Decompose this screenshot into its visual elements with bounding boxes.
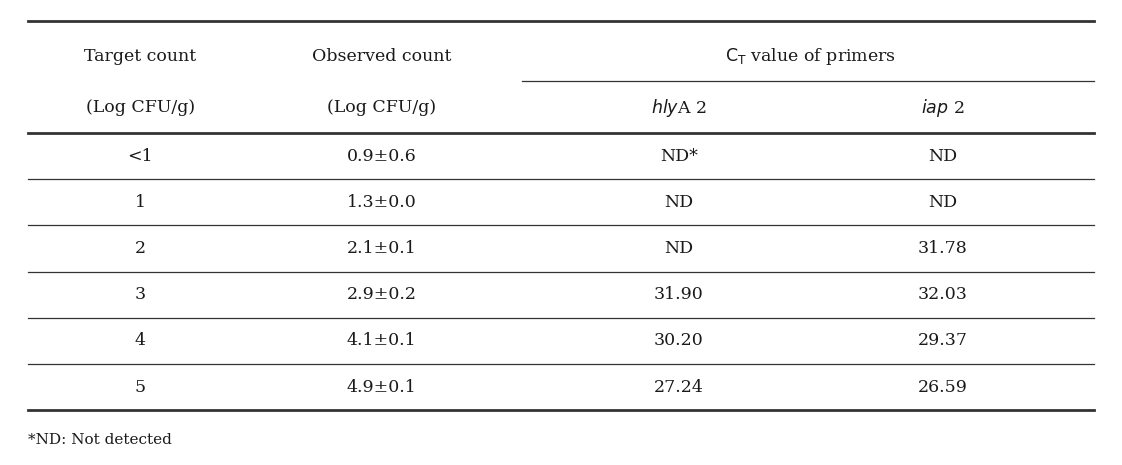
Text: 4.9±0.1: 4.9±0.1 [347,379,416,396]
Text: Target count: Target count [84,48,196,65]
Text: 0.9±0.6: 0.9±0.6 [347,147,416,165]
Text: (Log CFU/g): (Log CFU/g) [327,100,436,116]
Text: (Log CFU/g): (Log CFU/g) [85,100,195,116]
Text: 2.9±0.2: 2.9±0.2 [347,286,416,303]
Text: $\mathrm{C}_{\mathrm{T}}$ value of primers: $\mathrm{C}_{\mathrm{T}}$ value of prime… [725,46,896,67]
Text: 26.59: 26.59 [918,379,967,396]
Text: ND: ND [664,240,693,257]
Text: <1: <1 [128,147,153,165]
Text: ND: ND [928,194,957,211]
Text: 31.78: 31.78 [918,240,967,257]
Text: $\mathit{hly}$A 2: $\mathit{hly}$A 2 [651,97,707,119]
Text: 1: 1 [135,194,146,211]
Text: 32.03: 32.03 [918,286,967,303]
Text: 3: 3 [135,286,146,303]
Text: *ND: Not detected: *ND: Not detected [28,433,172,447]
Text: 2.1±0.1: 2.1±0.1 [347,240,416,257]
Text: ND: ND [664,194,693,211]
Text: 31.90: 31.90 [654,286,703,303]
Text: 5: 5 [135,379,146,396]
Text: Observed count: Observed count [312,48,451,65]
Text: 4: 4 [135,332,146,349]
Text: 30.20: 30.20 [654,332,703,349]
Text: 4.1±0.1: 4.1±0.1 [347,332,416,349]
Text: ND*: ND* [660,147,698,165]
Text: 27.24: 27.24 [654,379,703,396]
Text: ND: ND [928,147,957,165]
Text: 1.3±0.0: 1.3±0.0 [347,194,416,211]
Text: $\mathit{iap}$ 2: $\mathit{iap}$ 2 [921,97,964,119]
Text: 29.37: 29.37 [918,332,967,349]
Text: 2: 2 [135,240,146,257]
